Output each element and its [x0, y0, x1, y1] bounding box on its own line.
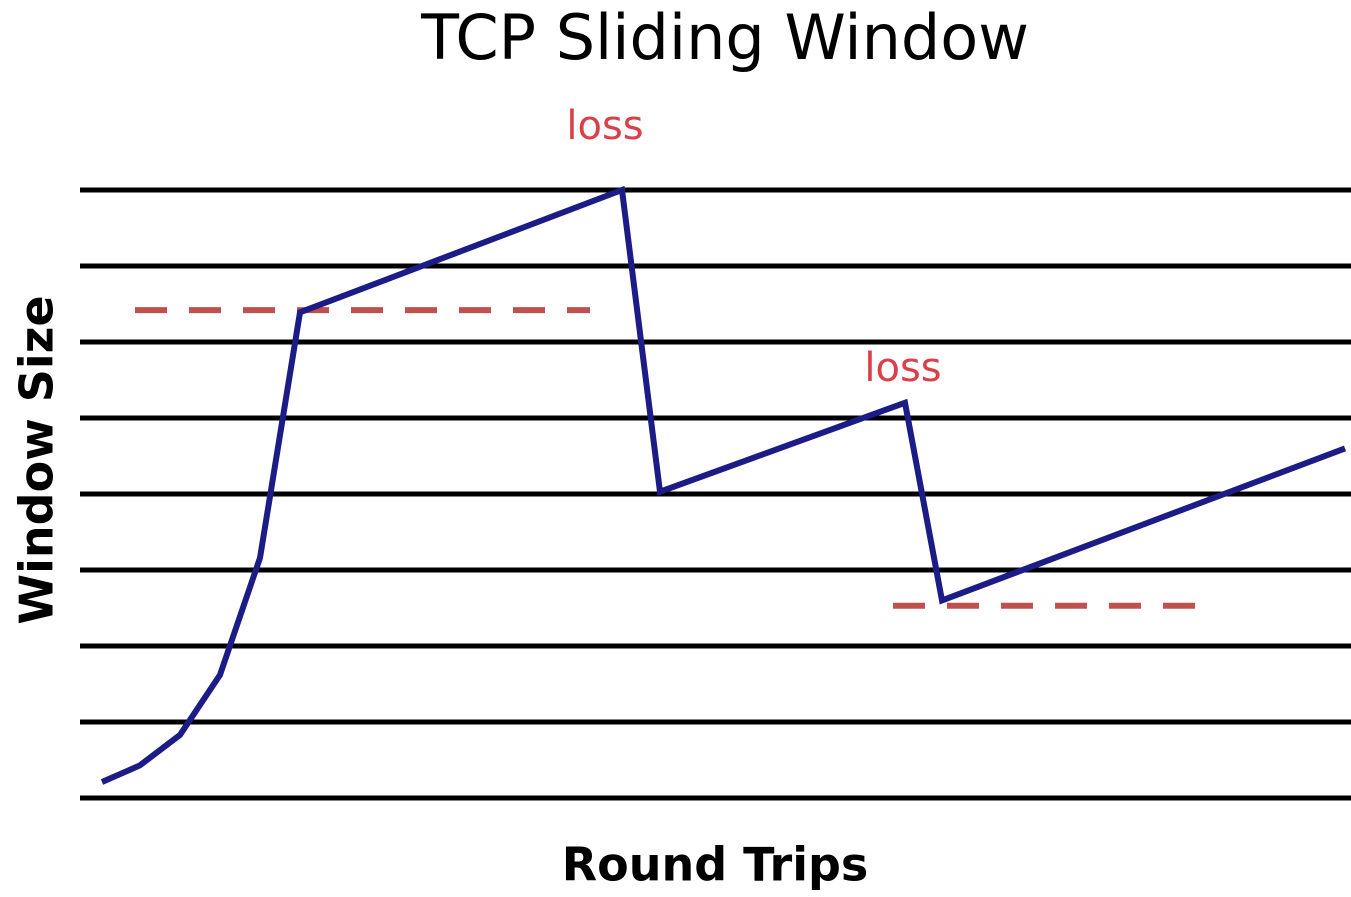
- loss-annotation: loss: [864, 345, 941, 391]
- chart-title: TCP Sliding Window: [420, 1, 1029, 74]
- window-line: [100, 185, 1347, 785]
- x-axis-label: Round Trips: [562, 838, 869, 892]
- loss-annotation: loss: [566, 103, 643, 149]
- y-axis-label: Window Size: [10, 295, 64, 624]
